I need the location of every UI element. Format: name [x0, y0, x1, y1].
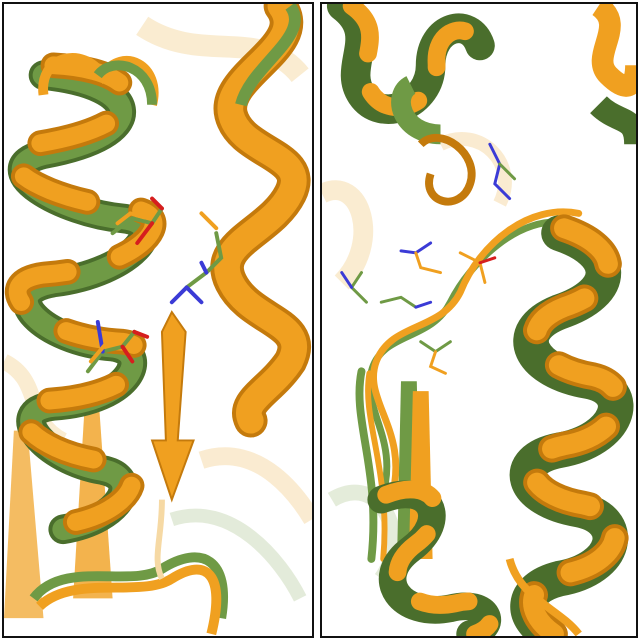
helix-right-main [509, 214, 634, 636]
helix-right-orange [210, 4, 311, 438]
bottom-loop [29, 499, 228, 636]
loop-region [355, 208, 583, 563]
helix-top-left [326, 4, 495, 206]
left-structure-render [4, 4, 312, 636]
helix-top-right [590, 4, 636, 146]
side-chain-upper [110, 196, 164, 245]
beta-strand-center [150, 310, 195, 503]
side-chains-loop [340, 142, 517, 375]
helix-left-orange [4, 52, 167, 538]
right-structure-render [322, 4, 636, 636]
helix-bottom-left [367, 480, 582, 636]
side-chain-arginine [169, 211, 224, 305]
right-panel [320, 2, 638, 638]
side-chain-lower [85, 320, 150, 374]
helix-top-loop [38, 53, 159, 106]
left-panel [2, 2, 314, 638]
